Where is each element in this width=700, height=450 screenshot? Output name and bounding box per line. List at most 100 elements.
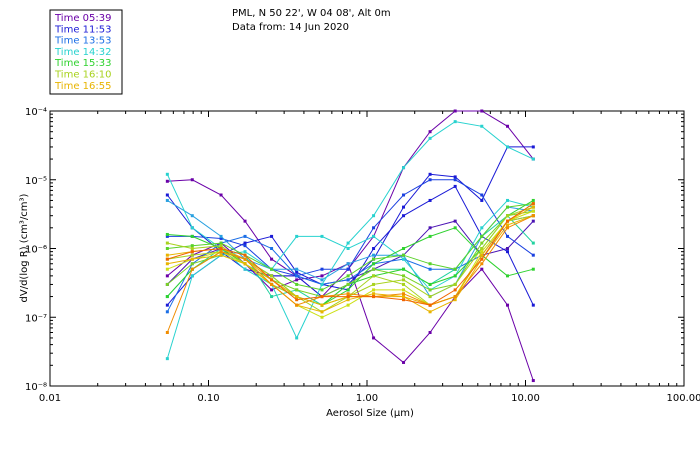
data-point [219,253,223,257]
data-point [402,292,406,296]
data-point [402,278,406,282]
data-point [270,278,274,282]
data-point [428,282,432,286]
data-point [506,250,510,254]
legend-entry: Time 15:33 [54,58,111,69]
data-point [372,262,376,266]
data-point [243,267,247,271]
y-tick-label: 10⁻⁴ [25,107,47,118]
data-point [428,262,432,266]
data-point [480,250,484,254]
data-point [243,253,247,257]
data-point [165,262,169,266]
data-point [320,295,324,299]
data-point [453,295,457,299]
data-point [190,214,194,218]
data-point [243,257,247,261]
y-tick-label: 10⁻⁶ [25,245,47,256]
data-point [320,267,324,271]
data-point [295,298,299,302]
data-point [402,166,406,170]
data-point [165,234,169,238]
data-point [190,244,194,248]
data-point [320,282,324,286]
data-point [453,120,457,124]
data-point [270,295,274,299]
data-point [295,288,299,292]
legend-box [49,9,123,95]
data-point [243,234,247,238]
data-point [190,253,194,257]
data-point [531,205,535,209]
data-point [453,274,457,278]
plot-area [49,110,685,387]
data-point [372,274,376,278]
data-point [428,178,432,182]
data-point [506,219,510,223]
data-point [346,278,350,282]
data-point [402,298,406,302]
data-point [480,198,484,202]
data-point [402,360,406,364]
data-point [346,262,350,266]
data-point [243,241,247,245]
data-point [346,282,350,286]
data-point [219,250,223,254]
data-point [295,234,299,238]
data-point [219,234,223,238]
y-tick-label: 10⁻⁵ [25,176,47,187]
data-point [346,247,350,250]
data-point [402,274,406,278]
data-point [531,219,535,223]
data-point [531,253,535,257]
data-point [506,223,510,227]
data-point [270,288,274,292]
data-point [219,241,223,245]
data-point [480,234,484,238]
legend-entry: Time 11:53 [54,24,111,35]
data-point [531,267,535,271]
data-point [402,193,406,197]
data-point [480,193,484,197]
data-point [428,226,432,230]
data-point [165,331,169,335]
data-point [453,267,457,271]
data-point [480,109,484,113]
data-point [165,267,169,271]
data-point [506,205,510,209]
y-tick-label: 10⁻⁷ [25,313,47,324]
data-point [270,247,274,250]
data-point [402,267,406,271]
data-point [190,178,194,182]
data-point [402,295,406,299]
data-point [453,178,457,182]
data-point [453,298,457,302]
data-point [453,219,457,223]
data-point [428,331,432,335]
axis-ticks: 0.01 0.10 1.00 10.00 100.00 10⁻⁸ 10⁻⁷ 10⁻⁶ 10⁻⁵ 1… [25,107,700,404]
data-point [428,234,432,238]
data-point [165,295,169,299]
data-point [320,303,324,307]
data-point [165,282,169,286]
data-point [270,267,274,271]
data-point [402,282,406,286]
data-point [243,262,247,266]
data-point [453,109,457,113]
data-point [428,267,432,271]
data-point [295,278,299,282]
data-point [372,257,376,261]
data-point [480,257,484,261]
data-point [480,267,484,271]
data-point [480,262,484,266]
data-point [320,310,324,314]
data-point [453,184,457,188]
data-point [346,241,350,245]
data-point [453,282,457,286]
data-point [165,253,169,257]
data-point [531,241,535,245]
data-point [346,298,350,302]
data-point [219,247,223,250]
date-header: Data from: 14 Jun 2020 [232,22,349,33]
